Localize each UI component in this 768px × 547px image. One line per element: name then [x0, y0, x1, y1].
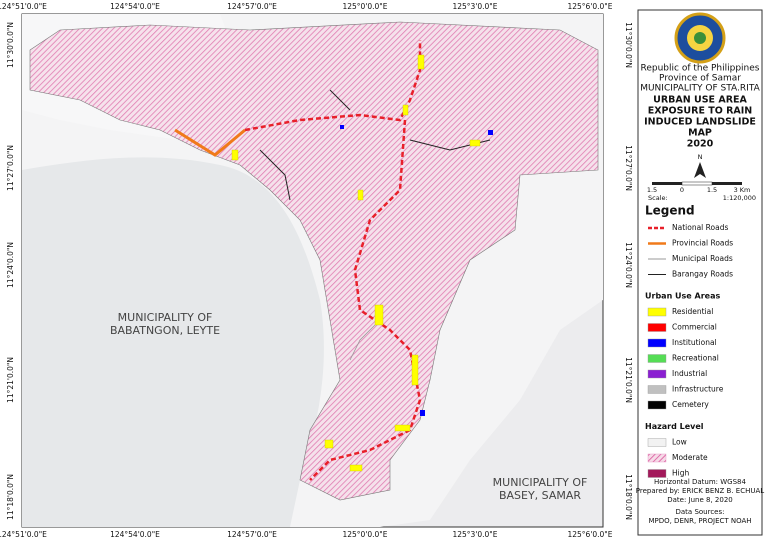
- place-label: BASEY, SAMAR: [499, 489, 581, 502]
- legend-section-title: Hazard Level: [645, 422, 704, 431]
- legend-swatch: [647, 369, 667, 379]
- longitude-label: 125°6'0.0"E: [567, 2, 612, 11]
- longitude-label: 124°57'0.0"E: [227, 530, 277, 539]
- municipality-area: [29, 21, 599, 501]
- longitude-label: 124°51'0.0"E: [0, 2, 47, 11]
- longitude-label: 125°3'0.0"E: [452, 2, 497, 11]
- north-label: N: [698, 153, 703, 161]
- logo: [674, 12, 726, 64]
- latitude-label: 11°18'0.0"N: [6, 474, 15, 520]
- legend-swatch: [647, 323, 667, 332]
- legend-label: Recreational: [672, 354, 719, 363]
- roads: [174, 40, 491, 481]
- legend-section-title: Urban Use Areas: [645, 292, 720, 301]
- latitude-label: 11°21'0.0"N: [6, 357, 15, 403]
- legend-label: Moderate: [672, 453, 708, 462]
- legend-label: Industrial: [672, 369, 707, 378]
- longitude-label: 124°54'0.0"E: [110, 530, 160, 539]
- legend-swatch: [647, 438, 667, 447]
- map-title: INDUCED LANDSLIDE: [644, 117, 756, 128]
- legend-swatch: [647, 338, 667, 348]
- longitude-label: 124°54'0.0"E: [110, 2, 160, 11]
- legend-swatch: [647, 400, 667, 410]
- scale-text: Scale:: [648, 194, 668, 202]
- map-title: MAP: [688, 128, 712, 139]
- latitude-label: 11°24'0.0"N: [624, 242, 633, 288]
- legend-swatch: [647, 354, 667, 363]
- latitude-label: 11°30'0.0"N: [6, 22, 15, 68]
- longitude-label: 125°0'0.0"E: [342, 2, 387, 11]
- longitude-label: 125°0'0.0"E: [342, 530, 387, 539]
- legend-panel: [637, 9, 763, 536]
- place-label: BABATNGON, LEYTE: [110, 324, 220, 337]
- latitude-label: 11°27'0.0"N: [6, 145, 15, 191]
- institutional-areas: [340, 125, 493, 416]
- legend-label: High: [672, 469, 689, 478]
- header-line: MUNICIPALITY OF STA.RITA: [640, 84, 760, 94]
- legend-label: Institutional: [672, 338, 717, 347]
- legend-swatch: [647, 453, 667, 463]
- longitude-label: 124°57'0.0"E: [227, 2, 277, 11]
- legend-label: National Roads: [672, 223, 728, 232]
- map-title: EXPOSURE TO RAIN: [648, 106, 753, 117]
- legend-label: Provincial Roads: [672, 239, 733, 248]
- map-title: 2020: [687, 139, 714, 150]
- header-line: Province of Samar: [659, 74, 741, 84]
- legend-label: Infrastructure: [672, 385, 724, 394]
- scale-label: 1.5: [647, 186, 657, 194]
- legend-swatch: [647, 307, 667, 317]
- scale-label: 1.5: [707, 186, 717, 194]
- legend-label: Municipal Roads: [672, 254, 733, 263]
- scale-label: 3 Km: [734, 186, 751, 194]
- legend-title: Legend: [645, 204, 695, 218]
- scale-ratio: 1:120,000: [723, 194, 756, 202]
- legend-label: Commercial: [672, 323, 717, 332]
- latitude-label: 11°27'0.0"N: [624, 145, 633, 191]
- place-label: MUNICIPALITY OF: [118, 311, 213, 324]
- legend-label: Low: [672, 438, 687, 447]
- north-arrow: [694, 162, 706, 178]
- longitude-label: 124°51'0.0"E: [0, 530, 47, 539]
- latitude-label: 11°21'0.0"N: [624, 357, 633, 403]
- map-title: URBAN USE AREA: [653, 95, 747, 106]
- residential-areas: [231, 54, 481, 472]
- legend-label: Residential: [672, 307, 713, 316]
- footer-line: MPDO, DENR, PROJECT NOAH: [648, 517, 751, 525]
- longitude-label: 125°6'0.0"E: [567, 530, 612, 539]
- latitude-label: 11°30'0.0"N: [624, 22, 633, 68]
- scale-label: 0: [680, 186, 684, 194]
- footer-line: Data Sources:: [676, 508, 725, 516]
- legend-label: Barangay Roads: [672, 270, 733, 279]
- footer-line: Date: June 8, 2020: [667, 496, 733, 504]
- scale-bar: [652, 181, 742, 186]
- legend-swatch: [647, 385, 667, 394]
- latitude-label: 11°24'0.0"N: [6, 242, 15, 288]
- header-line: Republic of the Philippines: [641, 64, 760, 74]
- footer-line: Prepared by: ERICK BENZ B. ECHUAL: [636, 487, 764, 495]
- footer-line: Horizontal Datum: WGS84: [654, 478, 746, 486]
- legend-swatch: [647, 469, 667, 478]
- longitude-label: 125°3'0.0"E: [452, 530, 497, 539]
- place-label: MUNICIPALITY OF: [493, 476, 588, 489]
- latitude-label: 11°18'0.0"N: [624, 474, 633, 520]
- legend-label: Cemetery: [672, 400, 709, 409]
